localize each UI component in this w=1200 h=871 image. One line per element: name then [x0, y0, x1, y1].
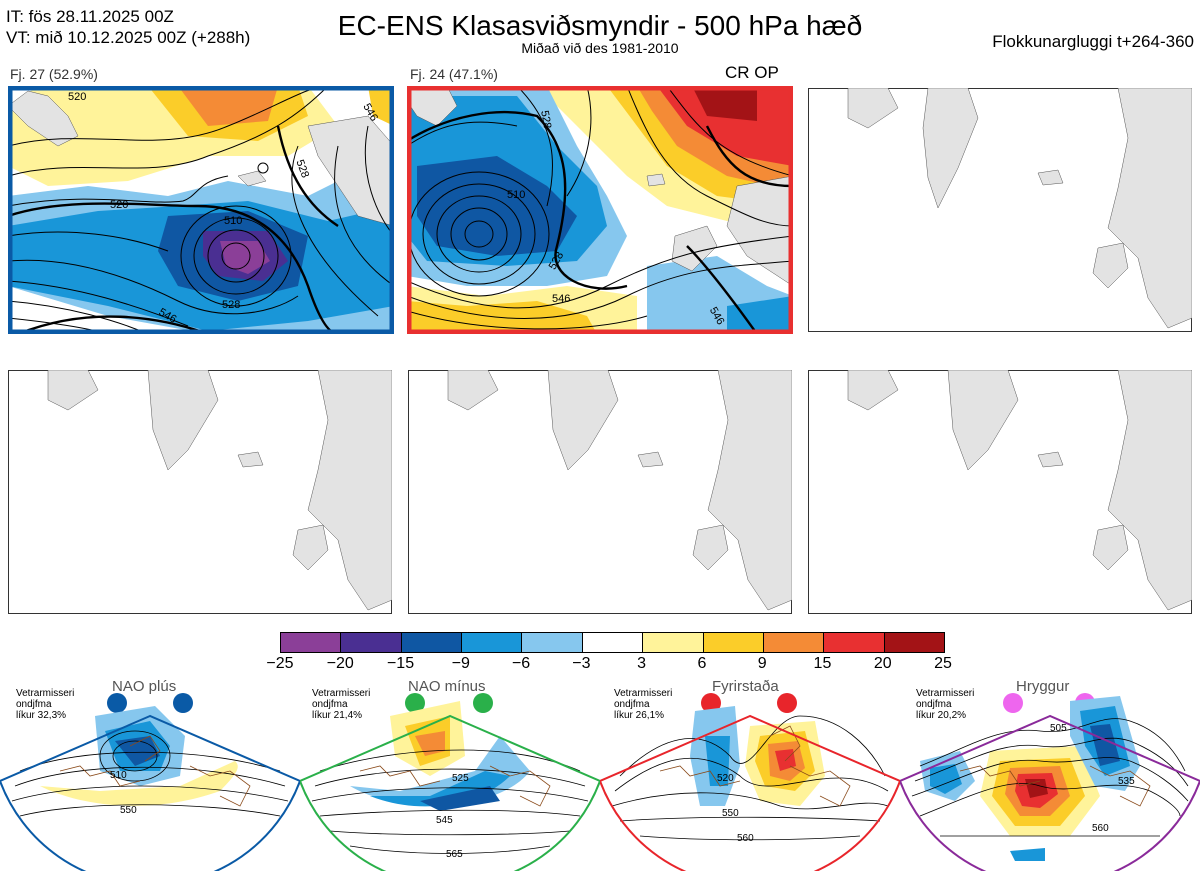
page-title: EC-ENS Klasasviðsmyndir - 500 hPa hæð [337, 10, 863, 41]
regime-contour-label: 550 [120, 805, 137, 816]
valid-time: VT: mið 10.12.2025 00Z (+288h) [6, 28, 251, 47]
regime-note: Vetrarmisseri ondjfma líkur 32,3% [16, 688, 75, 721]
colorbar-tick-label: 25 [934, 655, 952, 672]
colorbar-tick-label: −3 [572, 655, 591, 672]
colorbar-tick-label: −25 [266, 655, 294, 672]
regime-contour-label: 550 [722, 808, 739, 819]
empty-map-panel[interactable] [8, 370, 392, 614]
regime-row: Vetrarmisseri ondjfma líkur 32,3% NAO plús [0, 676, 1200, 871]
init-time: IT: fös 28.11.2025 00Z [6, 7, 174, 26]
regime-note: Vetrarmisseri ondjfma líkur 26,1% [614, 688, 673, 721]
regime-title: NAO mínus [408, 678, 486, 695]
colorbar-tick-label: −15 [386, 655, 415, 672]
cluster-2-contour-label: 546 [552, 293, 570, 305]
cluster-2-label: Fj. 24 (47.1%) [410, 66, 498, 82]
colorbar-tick-label: 20 [873, 655, 892, 672]
colorbar-swatch [643, 633, 704, 652]
colorbar-swatch [281, 633, 342, 652]
cluster-2-contour-label: 510 [507, 189, 525, 201]
regime-contour-label: 560 [737, 833, 754, 844]
cluster-2-contour-label: 528 [538, 110, 553, 130]
regime-contour-label: 520 [717, 773, 734, 784]
colorbar-swatch [462, 633, 523, 652]
cluster-1-contour-label: 528 [293, 158, 311, 179]
colorbar-tick-label: 15 [813, 655, 832, 672]
colorbar-tick-label: 9 [757, 655, 767, 672]
cluster-2-map[interactable]: 528 510 528 546 546 [407, 86, 793, 334]
cluster-1-contour-label: 520 [110, 199, 128, 211]
regime-panel-nao-minus: Vetrarmisseri ondjfma líkur 21,4% NAO mínu… [300, 676, 600, 871]
colorbar-tick-label: −6 [511, 655, 531, 672]
colorbar-swatch [703, 633, 764, 652]
header-left: IT: fös 28.11.2025 00Z VT: mið 10.12.202… [6, 6, 250, 48]
cluster-1-label: Fj. 27 (52.9%) [10, 66, 98, 82]
regime-marker-icon [107, 693, 127, 713]
regime-title: NAO plús [112, 678, 177, 695]
colorbar-swatch [763, 633, 825, 652]
empty-map-panel[interactable] [408, 370, 792, 614]
colorbar-tick-label: −20 [326, 655, 354, 672]
empty-map-panel[interactable] [808, 88, 1192, 332]
colorbar-tick-label: 3 [637, 655, 647, 672]
colorbar-swatch [582, 633, 644, 652]
regime-contour-label: 510 [110, 770, 127, 781]
regime-title: Fyrirstaða [712, 678, 779, 695]
cluster-1-contour-label: 520 [68, 91, 86, 103]
regime-marker-icon [701, 693, 721, 713]
regime-title: Hryggur [1016, 678, 1070, 695]
colorbar-swatch [341, 633, 402, 652]
colorbar-tick-label: −9 [451, 655, 470, 672]
regime-panel-fyrirstada: Vetrarmisseri ondjfma líkur 26,1% Fyrirsta… [600, 676, 900, 871]
colorbar [280, 632, 945, 653]
empty-map-panel[interactable] [808, 370, 1192, 614]
page-subtitle: Miðað við des 1981-2010 [521, 40, 679, 56]
colorbar-swatch [884, 633, 944, 652]
regime-contour-label: 535 [1118, 776, 1135, 787]
cluster-2-tag: CR OP [725, 63, 779, 82]
cluster-1-map[interactable]: 520 528 510 520 546 528 546 [8, 86, 394, 334]
regime-marker-icon [1003, 693, 1023, 713]
cluster-window: Flokkunargluggi t+264-360 [992, 32, 1194, 51]
regime-contour-label: 525 [452, 773, 469, 784]
regime-contour-label: 505 [1050, 723, 1067, 734]
regime-panel-nao-plus: Vetrarmisseri ondjfma líkur 32,3% NAO plús [0, 676, 300, 871]
regime-marker-icon [405, 693, 425, 713]
regime-marker-icon [777, 693, 797, 713]
regime-contour-label: 560 [1092, 823, 1109, 834]
regime-contour-label: 545 [436, 815, 453, 826]
colorbar-swatch [401, 633, 463, 652]
colorbar-swatch [824, 633, 885, 652]
regime-marker-icon [173, 693, 193, 713]
regime-contour-label: 565 [446, 849, 463, 860]
cluster-1-contour-label: 510 [224, 215, 242, 227]
regime-marker-icon [473, 693, 493, 713]
colorbar-swatch [522, 633, 583, 652]
cluster-1-contour-label: 528 [222, 299, 240, 311]
regime-panel-hryggur: Vetrarmisseri ondjfma líkur 20,2% Hryggur [900, 676, 1200, 871]
colorbar-tick-label: 6 [697, 655, 707, 672]
regime-note: Vetrarmisseri ondjfma líkur 21,4% [312, 688, 371, 721]
regime-note: Vetrarmisseri ondjfma líkur 20,2% [916, 688, 975, 721]
